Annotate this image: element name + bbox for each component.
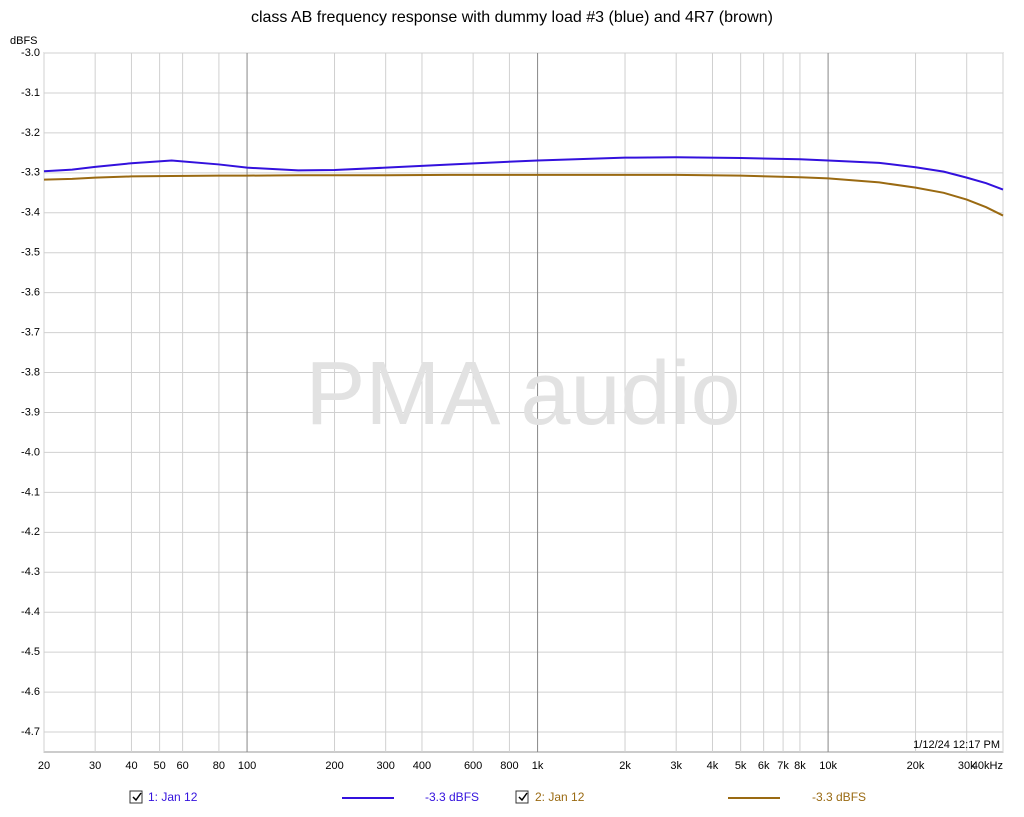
- legend-label: 2: Jan 12: [535, 790, 585, 804]
- y-tick-label: -4.4: [21, 606, 40, 618]
- checkbox[interactable]: [129, 790, 143, 804]
- y-tick-label: -4.1: [21, 486, 40, 498]
- y-tick-label: -4.2: [21, 526, 40, 538]
- x-tick-label: 300: [376, 760, 394, 772]
- legend-2: [515, 790, 529, 804]
- watermark: PMA audio: [305, 344, 740, 444]
- x-tick-label: 30: [89, 760, 101, 772]
- check: [132, 792, 142, 802]
- x-tick-label: 10k: [819, 760, 837, 772]
- legend-value: -3.3 dBFS: [425, 790, 479, 804]
- timestamp: 1/12/24 12:17 PM: [913, 739, 1000, 751]
- chart-title: class AB frequency response with dummy l…: [251, 9, 773, 26]
- y-tick-label: -4.7: [21, 726, 40, 738]
- legend-value: -3.3 dBFS: [812, 790, 866, 804]
- x-tick-label: 60: [176, 760, 188, 772]
- y-tick-label: -4.0: [21, 446, 40, 458]
- x-tick-label: 800: [500, 760, 518, 772]
- x-tick-label: 30k: [958, 760, 976, 772]
- y-tick-label: -3.1: [21, 87, 40, 99]
- x-tick-label: 100: [238, 760, 256, 772]
- x-tick-label: 40: [125, 760, 137, 772]
- x-tick-label: 600: [464, 760, 482, 772]
- y-tick-label: -3.3: [21, 167, 40, 179]
- y-tick-label: -4.3: [21, 566, 40, 578]
- y-tick-label: -3.9: [21, 406, 40, 418]
- y-tick-label: -3.4: [21, 207, 40, 219]
- x-tick-label: 80: [213, 760, 225, 772]
- legend-1: [129, 790, 143, 804]
- check: [518, 792, 528, 802]
- y-tick-label: -3.6: [21, 287, 40, 299]
- x-tick-label: 400: [413, 760, 431, 772]
- x-tick-label: 2k: [619, 760, 631, 772]
- y-tick-label: -3.0: [21, 47, 40, 59]
- y-tick-label: -3.2: [21, 127, 40, 139]
- x-tick-label: 50: [153, 760, 165, 772]
- checkbox[interactable]: [515, 790, 529, 804]
- y-tick-label: -4.5: [21, 646, 40, 658]
- x-tick-label: 7k: [777, 760, 789, 772]
- legend-label: 1: Jan 12: [148, 790, 198, 804]
- y-tick-label: -3.8: [21, 366, 40, 378]
- y-unit: dBFS: [10, 35, 38, 47]
- y-tick-label: -4.6: [21, 686, 40, 698]
- x-tick-label: 1k: [532, 760, 544, 772]
- x-tick-label: 200: [325, 760, 343, 772]
- y-tick-label: -3.5: [21, 247, 40, 259]
- x-tick-label: 20: [38, 760, 50, 772]
- y-tick-label: -3.7: [21, 327, 40, 339]
- x-tick-label: 4k: [707, 760, 719, 772]
- series-line: [43, 173, 1004, 217]
- series-line: [43, 156, 1004, 191]
- x-tick-label: 3k: [670, 760, 682, 772]
- x-tick-label: 8k: [794, 760, 806, 772]
- x-tick-label: 20k: [907, 760, 925, 772]
- x-tick-label: 40kHz: [972, 760, 1003, 772]
- plot-area: [43, 52, 1004, 753]
- x-tick-label: 5k: [735, 760, 747, 772]
- x-tick-label: 6k: [758, 760, 770, 772]
